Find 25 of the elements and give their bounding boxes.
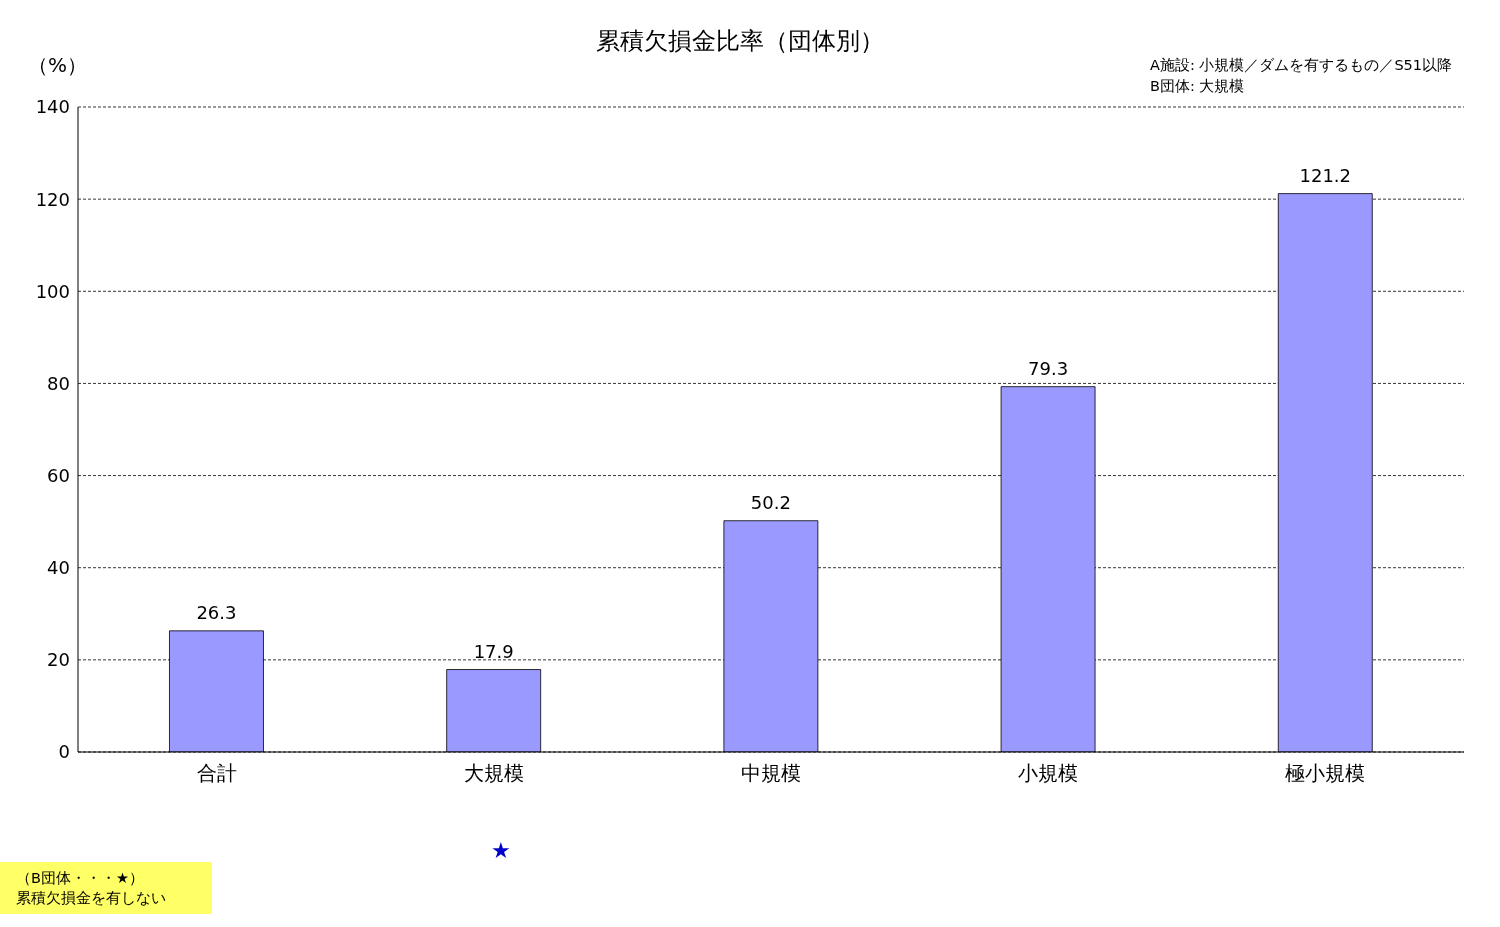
data-label: 121.2	[1299, 164, 1352, 186]
x-tick-label: 極小規模	[1285, 761, 1366, 785]
data-label: 79.3	[1028, 357, 1069, 379]
chart-title: 累積欠損金比率（団体別）	[596, 27, 884, 55]
y-tick-label: 140	[35, 96, 70, 118]
x-tick-label: 大規模	[463, 761, 524, 785]
y-tick-label: 100	[35, 280, 70, 302]
data-label: 17.9	[473, 640, 514, 662]
y-tick-label: 40	[47, 557, 70, 579]
x-tick-label: 中規模	[741, 761, 801, 785]
x-tick-label: 合計	[196, 761, 237, 785]
y-tick-label: 120	[35, 188, 70, 210]
y-tick-label: 60	[47, 464, 70, 486]
text: A施設: 小規模／ダムを有するもの／S51以降	[1150, 56, 1453, 75]
y-axis-title: （%）	[28, 52, 88, 79]
y-tick-label: 0	[58, 741, 70, 763]
x-tick-label: 小規模	[1018, 761, 1079, 785]
star-icon: ★	[491, 838, 511, 864]
data-label: 26.3	[196, 601, 237, 623]
y-tick-label: 20	[47, 649, 70, 671]
y-tick-label: 80	[47, 372, 70, 394]
data-label: 50.2	[750, 491, 791, 513]
text: 累積欠損金を有しない	[16, 889, 167, 908]
text: （B団体・・・★）	[16, 869, 145, 888]
text: B団体: 大規模	[1150, 77, 1245, 96]
